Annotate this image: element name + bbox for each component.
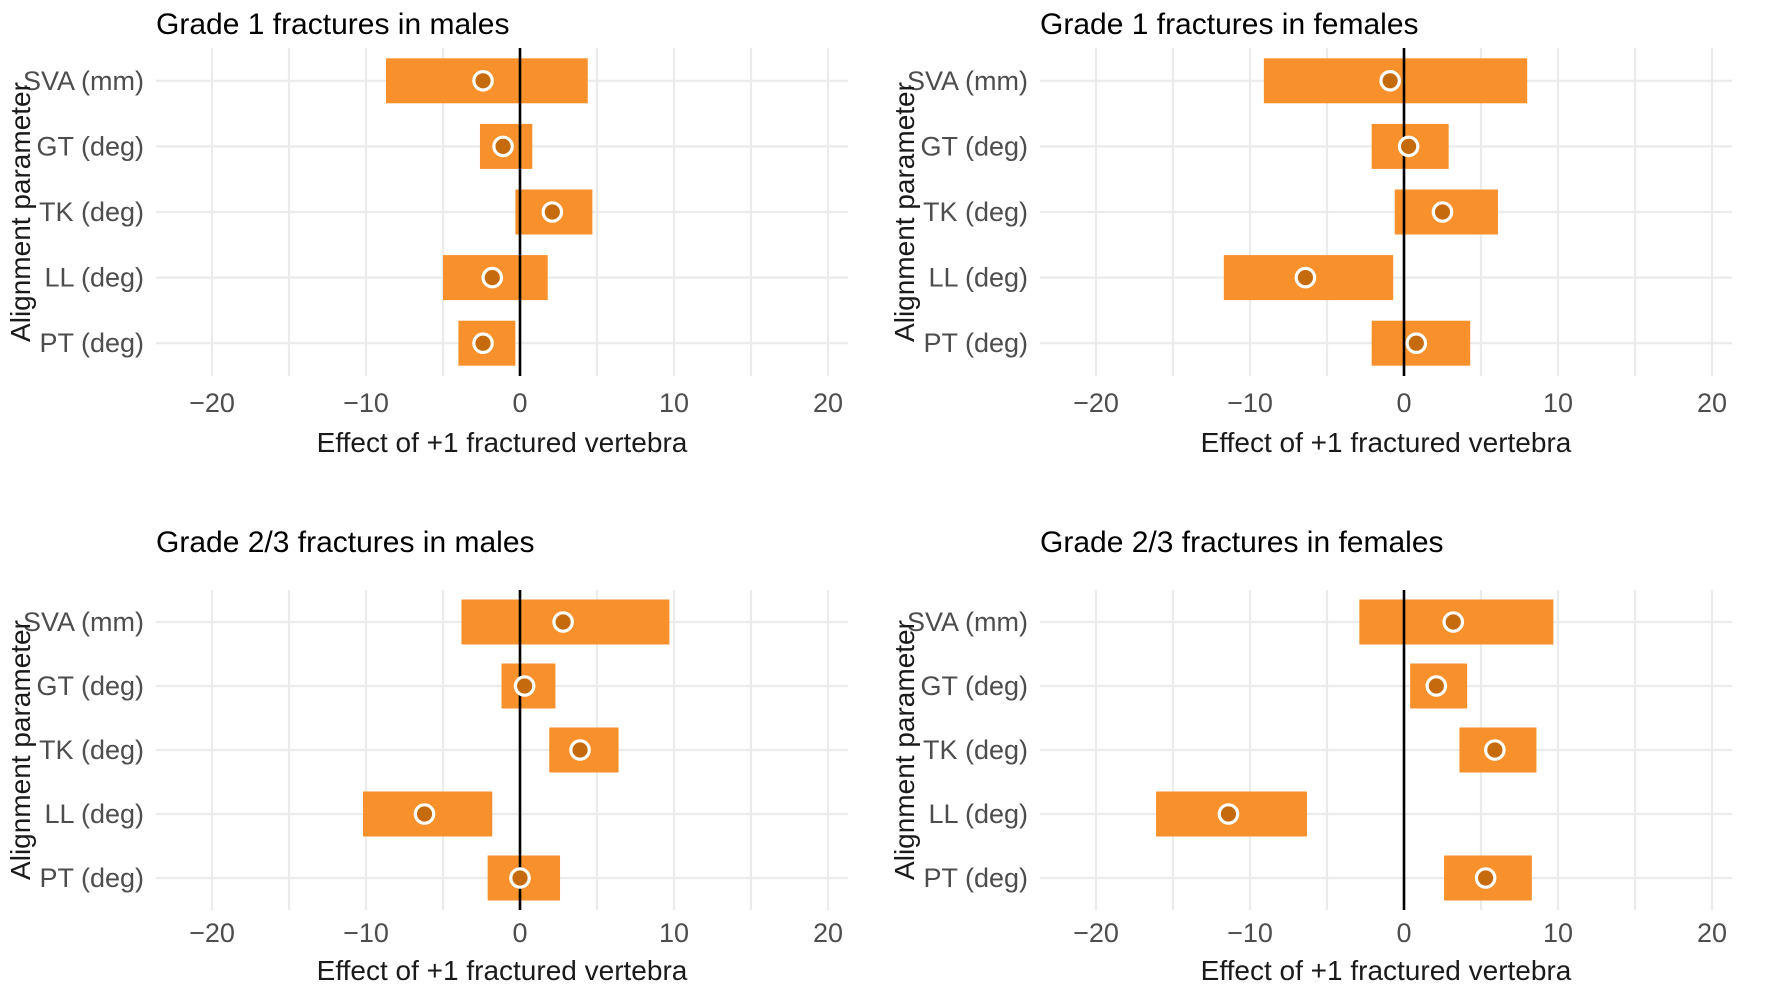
y-tick-label: SVA (mm)	[23, 66, 144, 96]
y-tick-label: GT (deg)	[36, 671, 144, 701]
y-tick-label: TK (deg)	[39, 197, 144, 227]
estimate-point	[1431, 201, 1454, 223]
panel-title: Grade 2/3 fractures in males	[156, 526, 535, 559]
y-tick-label: LL (deg)	[44, 263, 144, 293]
panel-title: Grade 1 fractures in females	[1040, 8, 1419, 41]
panel-grade-2-3-females: Grade 2/3 fractures in females SVA (mm) GT…	[884, 470, 1768, 1005]
estimate-point	[1294, 266, 1317, 289]
estimate-point	[413, 803, 436, 825]
x-axis-title: Effect of +1 fractured vertebra	[317, 955, 688, 986]
estimate-point	[1442, 611, 1465, 633]
x-tick-label: −20	[1073, 388, 1119, 418]
y-tick-label: LL (deg)	[44, 799, 144, 829]
x-tick-label: −10	[343, 388, 389, 418]
forest-chart: Grade 2/3 fractures in females SVA (mm) GT…	[889, 526, 1732, 986]
y-tick-label: SVA (mm)	[23, 607, 144, 637]
x-axis-title: Effect of +1 fractured vertebra	[317, 427, 688, 458]
y-tick-label: SVA (mm)	[907, 66, 1028, 96]
x-axis-title: Effect of +1 fractured vertebra	[1201, 427, 1572, 458]
estimate-point	[481, 266, 504, 289]
estimate-point	[1425, 675, 1448, 697]
y-tick-label: GT (deg)	[920, 131, 1028, 161]
panel-grade-1-females: Grade 1 fractures in females SVA (mm) GT (…	[884, 0, 1768, 470]
y-tick-label: PT (deg)	[923, 863, 1028, 893]
x-tick-label: −20	[189, 388, 235, 418]
forest-chart: Grade 1 fractures in males SVA (mm) GT (de…	[5, 8, 848, 458]
forest-chart: Grade 2/3 fractures in males SVA (mm) GT (…	[5, 526, 848, 986]
forest-chart: Grade 1 fractures in females SVA (mm) GT (…	[889, 8, 1732, 458]
y-tick-label: SVA (mm)	[907, 607, 1028, 637]
estimate-point	[492, 135, 514, 158]
estimate-point	[552, 611, 574, 633]
y-axis-title: Alignment parameter	[889, 82, 920, 342]
estimate-point	[1474, 867, 1497, 889]
y-axis-title: Alignment parameter	[5, 82, 36, 342]
x-tick-label: 10	[1543, 388, 1573, 418]
x-tick-label: 0	[1396, 918, 1411, 948]
x-tick-label: 0	[1396, 388, 1411, 418]
estimate-point	[472, 332, 494, 354]
y-tick-label: LL (deg)	[928, 263, 1028, 293]
panel-title: Grade 1 fractures in males	[156, 8, 509, 41]
x-tick-label: 20	[813, 918, 843, 948]
y-tick-label: PT (deg)	[39, 863, 144, 893]
estimate-point	[1217, 803, 1240, 825]
x-axis-title: Effect of +1 fractured vertebra	[1201, 955, 1572, 986]
y-axis-title: Alignment parameter	[5, 620, 36, 880]
y-tick-label: PT (deg)	[923, 328, 1028, 358]
x-tick-label: 0	[512, 388, 527, 418]
y-tick-label: PT (deg)	[39, 328, 144, 358]
panel-title: Grade 2/3 fractures in females	[1040, 526, 1444, 559]
x-tick-label: 20	[1697, 918, 1727, 948]
y-tick-label: TK (deg)	[923, 197, 1028, 227]
x-tick-label: 0	[512, 918, 527, 948]
x-tick-label: 20	[1697, 388, 1727, 418]
estimate-point	[1405, 332, 1428, 354]
y-tick-label: TK (deg)	[39, 735, 144, 765]
estimate-point	[509, 867, 531, 889]
y-tick-label: GT (deg)	[920, 671, 1028, 701]
y-tick-label: LL (deg)	[928, 799, 1028, 829]
panel-grade-1-males: Grade 1 fractures in males SVA (mm) GT (de…	[0, 0, 884, 470]
estimate-point	[541, 201, 564, 223]
estimate-point	[513, 675, 536, 697]
x-tick-label: −10	[343, 918, 389, 948]
estimate-point	[569, 739, 591, 761]
x-tick-label: −20	[1073, 918, 1119, 948]
estimate-point	[1379, 70, 1401, 92]
x-tick-label: −20	[189, 918, 235, 948]
estimate-point	[1397, 135, 1420, 158]
estimate-point	[1484, 739, 1506, 761]
x-tick-label: −10	[1227, 918, 1273, 948]
y-axis-title: Alignment parameter	[889, 620, 920, 880]
y-tick-label: GT (deg)	[36, 131, 144, 161]
x-tick-label: 10	[1543, 918, 1573, 948]
x-tick-label: −10	[1227, 388, 1273, 418]
x-tick-label: 10	[659, 918, 689, 948]
y-tick-label: TK (deg)	[923, 735, 1028, 765]
x-tick-label: 10	[659, 388, 689, 418]
panel-grade-2-3-males: Grade 2/3 fractures in males SVA (mm) GT (…	[0, 470, 884, 1005]
estimate-point	[472, 70, 494, 92]
x-tick-label: 20	[813, 388, 843, 418]
